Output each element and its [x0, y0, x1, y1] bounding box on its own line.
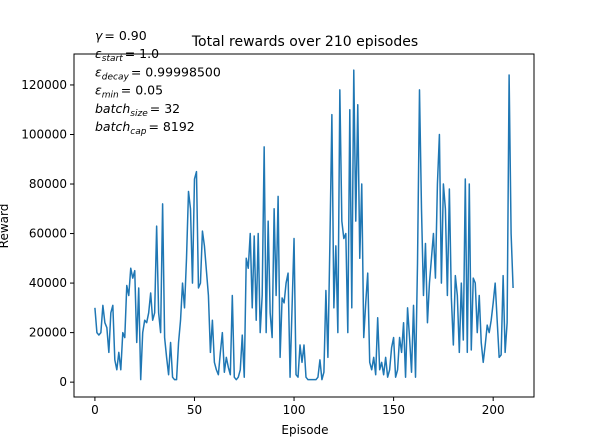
- x-tick-label: 100: [283, 403, 306, 417]
- annotation-symbol: ε: [95, 64, 102, 79]
- annotation-value: = 32: [150, 101, 180, 116]
- y-tick-label: 120000: [21, 78, 67, 92]
- annotation-symbol: batch: [95, 119, 130, 134]
- annotation: εstart = 1.0: [95, 46, 159, 64]
- annotation-symbol: batch: [95, 101, 130, 116]
- y-tick-label: 60000: [29, 227, 67, 241]
- annotation: batchsize = 32: [95, 101, 180, 119]
- annotation-symbol: γ: [95, 28, 103, 43]
- x-tick-label: 0: [91, 403, 99, 417]
- chart-title: Total rewards over 210 episodes: [191, 34, 418, 50]
- y-tick-label: 20000: [29, 326, 67, 340]
- annotation-value: = 0.90: [104, 28, 146, 43]
- x-tick-label: 200: [482, 403, 505, 417]
- x-tick-label: 50: [187, 403, 202, 417]
- line-series: [94, 69, 514, 381]
- y-tick-label: 80000: [29, 177, 67, 191]
- annotation: γ = 0.90: [95, 28, 147, 43]
- x-axis-label: Episode: [281, 423, 328, 437]
- y-axis-label: Reward: [0, 204, 11, 249]
- annotation-symbol: ε: [95, 83, 102, 98]
- y-tick-label: 100000: [21, 127, 67, 141]
- annotation: εdecay = 0.99998500: [95, 64, 221, 82]
- y-tick-label: 40000: [29, 276, 67, 290]
- annotation-subscript: size: [130, 109, 148, 119]
- y-tick-label: 0: [59, 375, 67, 389]
- annotation-value: = 0.05: [121, 83, 163, 98]
- annotation-value: = 1.0: [125, 46, 159, 61]
- annotation: εmin = 0.05: [95, 83, 163, 101]
- annotation-value: = 8192: [148, 119, 194, 134]
- annotation-value: = 0.99998500: [131, 64, 221, 79]
- annotation-subscript: start: [102, 54, 123, 64]
- annotation-subscript: cap: [130, 127, 146, 137]
- annotation-subscript: min: [102, 91, 119, 101]
- annotation: batchcap = 8192: [95, 119, 195, 137]
- annotation-symbol: ε: [95, 46, 102, 61]
- annotation-subscript: decay: [102, 72, 130, 82]
- plot-frame: [73, 53, 535, 398]
- x-tick-label: 150: [382, 403, 405, 417]
